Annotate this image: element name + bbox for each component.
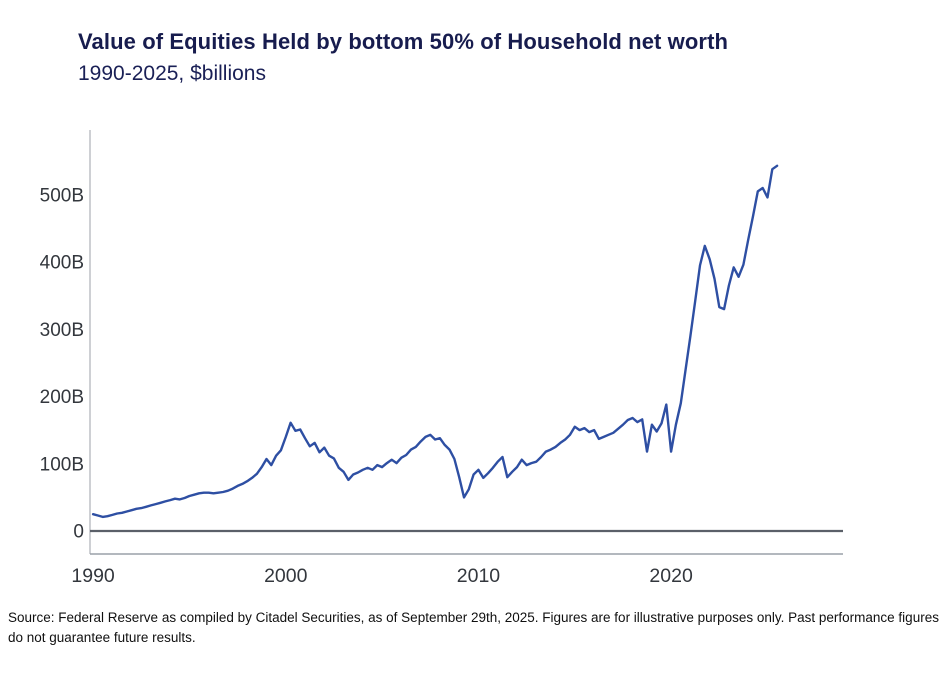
equities-series-line [91, 164, 779, 519]
y-tick-label: 300B [40, 320, 84, 341]
y-tick-label: 0 [73, 522, 84, 543]
x-tick-label: 2020 [649, 565, 693, 587]
x-tick-label: 2000 [264, 565, 308, 587]
y-tick-label: 100B [40, 454, 84, 475]
source-disclaimer: Source: Federal Reserve as compiled by C… [8, 610, 939, 645]
chart-header: Value of Equities Held by bottom 50% of … [78, 29, 728, 86]
x-tick-label: 2010 [457, 565, 501, 587]
chart-subtitle: 1990-2025, $billions [78, 62, 266, 85]
y-tick-label: 200B [40, 387, 84, 408]
equities-line-chart: 500B 400B 300B 200B 100B 0 1990 2000 2010 2020 [40, 130, 843, 587]
x-tick-label: 1990 [71, 565, 115, 587]
y-tick-label: 400B [40, 253, 84, 274]
y-tick-label: 500B [40, 185, 84, 206]
chart-title: Value of Equities Held by bottom 50% of … [78, 29, 729, 54]
